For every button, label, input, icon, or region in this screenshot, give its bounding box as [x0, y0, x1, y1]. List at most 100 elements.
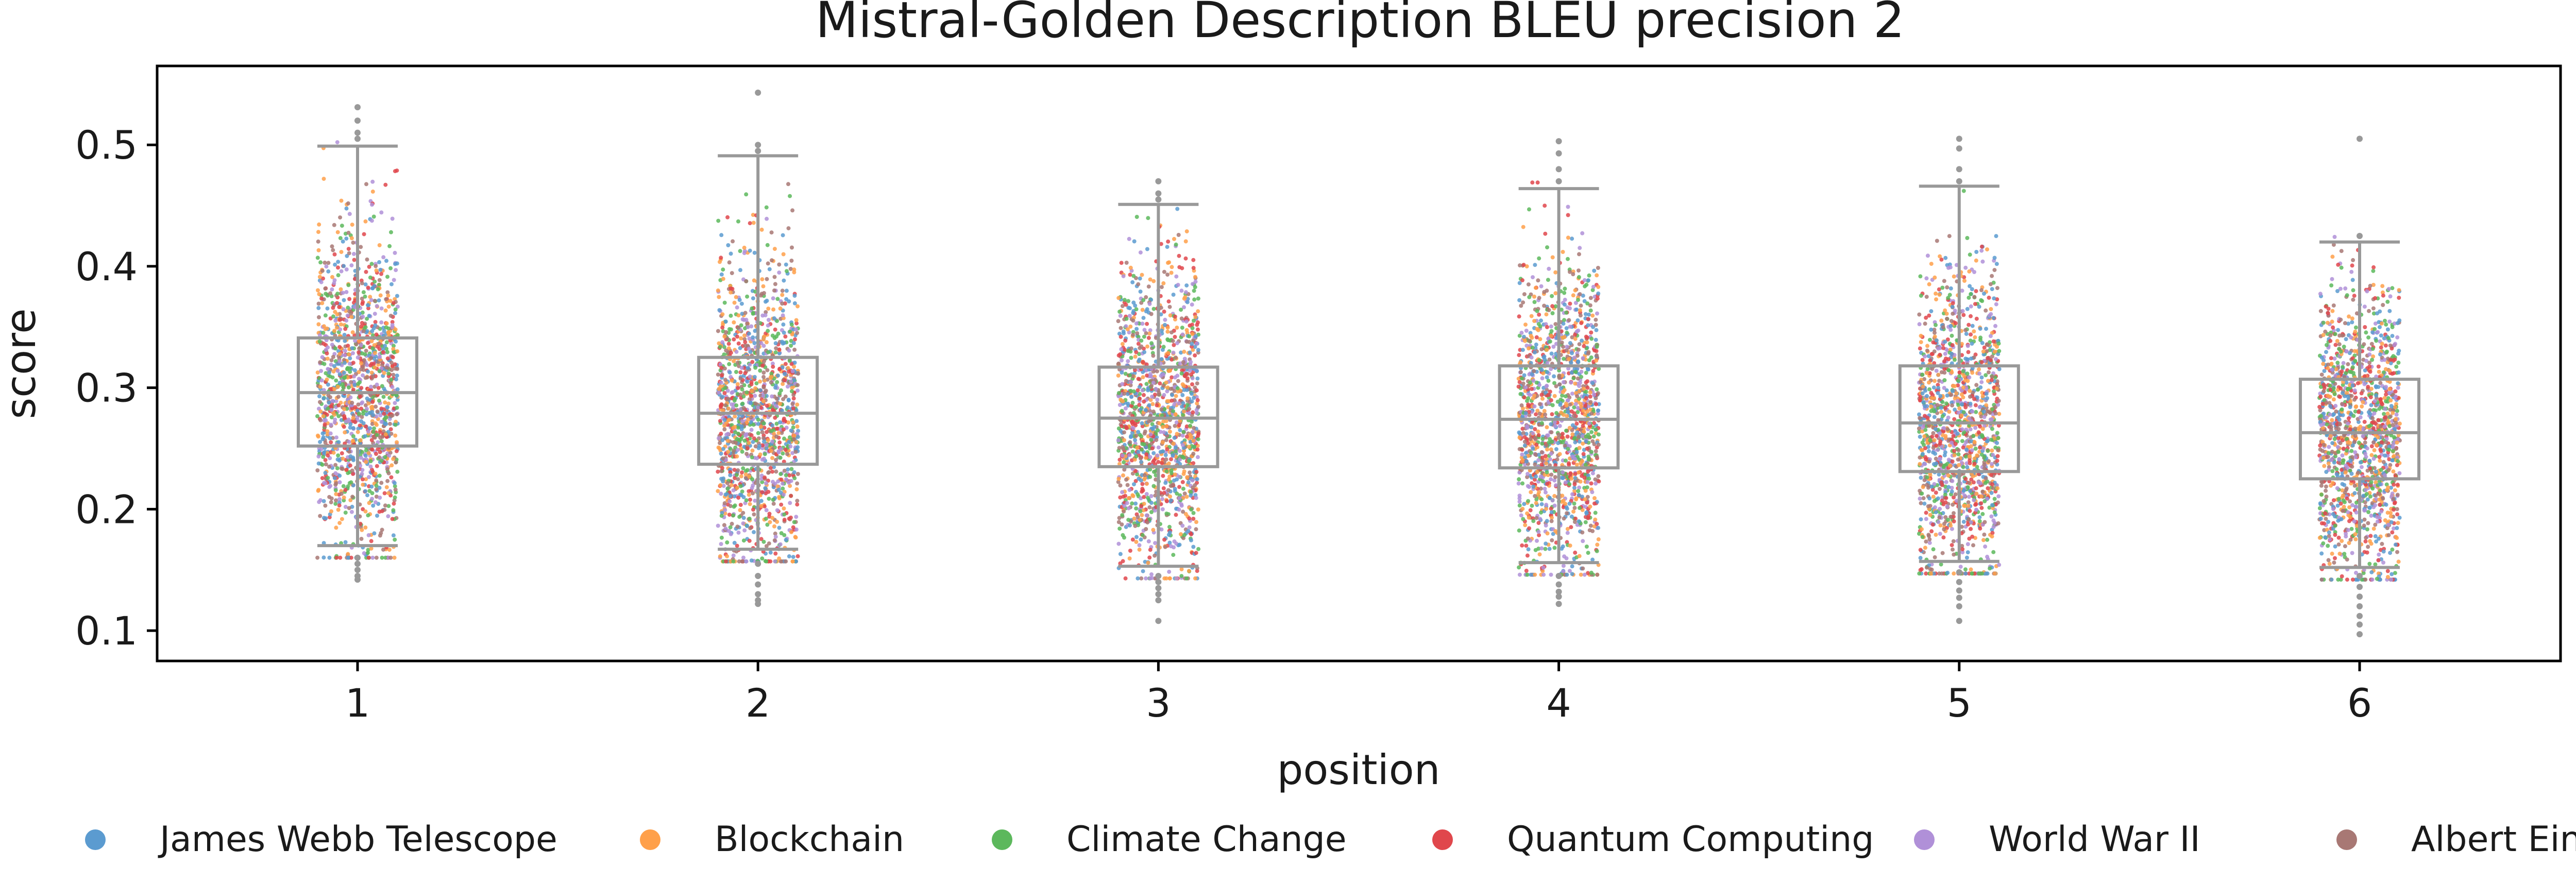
- strip-point: [1196, 297, 1200, 301]
- outlier-point: [1155, 618, 1161, 624]
- strip-point: [326, 406, 330, 411]
- strip-point: [1549, 573, 1553, 577]
- outlier-point: [755, 90, 761, 96]
- strip-point: [794, 419, 799, 423]
- strip-point: [374, 472, 378, 476]
- strip-point: [1533, 263, 1537, 267]
- strip-point: [1135, 215, 1139, 219]
- outlier-point: [354, 567, 361, 573]
- strip-point: [1550, 351, 1554, 355]
- strip-point: [717, 446, 721, 450]
- strip-point: [720, 466, 724, 470]
- strip-point: [324, 418, 328, 422]
- strip-point: [1175, 373, 1179, 378]
- strip-point: [1139, 290, 1143, 294]
- strip-point: [765, 277, 769, 281]
- strip-point: [1193, 576, 1197, 581]
- strip-point: [1180, 393, 1184, 397]
- strip-point: [387, 304, 391, 309]
- strip-point: [1195, 369, 1199, 373]
- strip-point: [777, 440, 782, 445]
- strip-point: [723, 378, 727, 382]
- strip-point: [1586, 386, 1590, 390]
- strip-point: [376, 287, 380, 292]
- strip-point: [326, 345, 330, 349]
- strip-point: [1193, 275, 1197, 279]
- strip-point: [346, 305, 350, 310]
- strip-point: [793, 301, 797, 305]
- strip-point: [1128, 314, 1132, 318]
- strip-point: [774, 469, 778, 473]
- strip-point: [788, 445, 792, 449]
- strip-point: [1164, 512, 1168, 516]
- strip-point: [1531, 519, 1535, 523]
- strip-point: [1142, 400, 1146, 404]
- strip-point: [1540, 502, 1544, 506]
- strip-point: [740, 470, 744, 474]
- strip-point: [1140, 273, 1144, 277]
- strip-point: [1151, 279, 1156, 283]
- strip-point: [766, 324, 770, 328]
- strip-point: [730, 379, 734, 383]
- strip-point: [1179, 574, 1183, 578]
- strip-point: [350, 510, 354, 514]
- strip-point: [1116, 477, 1121, 481]
- strip-point: [388, 422, 392, 426]
- strip-point: [1119, 347, 1123, 351]
- strip-point: [742, 318, 746, 322]
- strip-point: [760, 364, 765, 368]
- strip-point: [371, 504, 375, 508]
- strip-point: [720, 312, 724, 316]
- strip-point: [365, 258, 369, 262]
- strip-point: [736, 361, 740, 365]
- strip-point: [1161, 281, 1165, 285]
- strip-point: [1168, 305, 1172, 309]
- strip-point: [318, 275, 322, 279]
- strip-point: [795, 502, 799, 506]
- strip-point: [760, 277, 764, 281]
- strip-point: [375, 464, 379, 468]
- strip-point: [1133, 354, 1138, 359]
- strip-point: [735, 473, 739, 477]
- strip-point: [743, 438, 747, 443]
- strip-point: [1149, 441, 1154, 446]
- strip-point: [792, 520, 796, 524]
- strip-point: [717, 387, 721, 391]
- strip-point: [383, 400, 387, 404]
- strip-point: [1554, 447, 1558, 451]
- strip-point: [1177, 507, 1181, 512]
- strip-point: [1188, 470, 1192, 474]
- strip-point: [1121, 342, 1125, 346]
- strip-point: [1189, 360, 1193, 364]
- strip-point: [773, 328, 777, 332]
- strip-point: [374, 264, 378, 268]
- strip-point: [1181, 480, 1185, 484]
- strip-point: [359, 406, 363, 411]
- strip-point: [726, 432, 730, 436]
- strip-point: [719, 452, 723, 456]
- strip-point: [774, 535, 778, 539]
- strip-point: [389, 361, 394, 365]
- strip-point: [760, 556, 764, 561]
- strip-point: [741, 556, 745, 560]
- strip-point: [733, 541, 737, 545]
- strip-point: [722, 427, 726, 431]
- strip-point: [1527, 516, 1531, 520]
- strip-point: [748, 221, 752, 225]
- strip-point: [786, 182, 790, 186]
- strip-point: [791, 555, 795, 559]
- strip-point: [1595, 542, 1599, 547]
- strip-point: [1175, 207, 1179, 211]
- strip-point: [347, 231, 351, 235]
- strip-point: [744, 559, 749, 564]
- strip-point: [1522, 502, 1526, 506]
- strip-point: [1538, 552, 1542, 556]
- strip-point: [743, 371, 748, 375]
- strip-point: [773, 282, 777, 286]
- strip-point: [1177, 265, 1181, 269]
- strip-point: [742, 246, 747, 250]
- strip-point: [362, 290, 366, 294]
- strip-point: [1116, 438, 1121, 443]
- strip-point: [1122, 392, 1126, 396]
- strip-point: [336, 265, 340, 269]
